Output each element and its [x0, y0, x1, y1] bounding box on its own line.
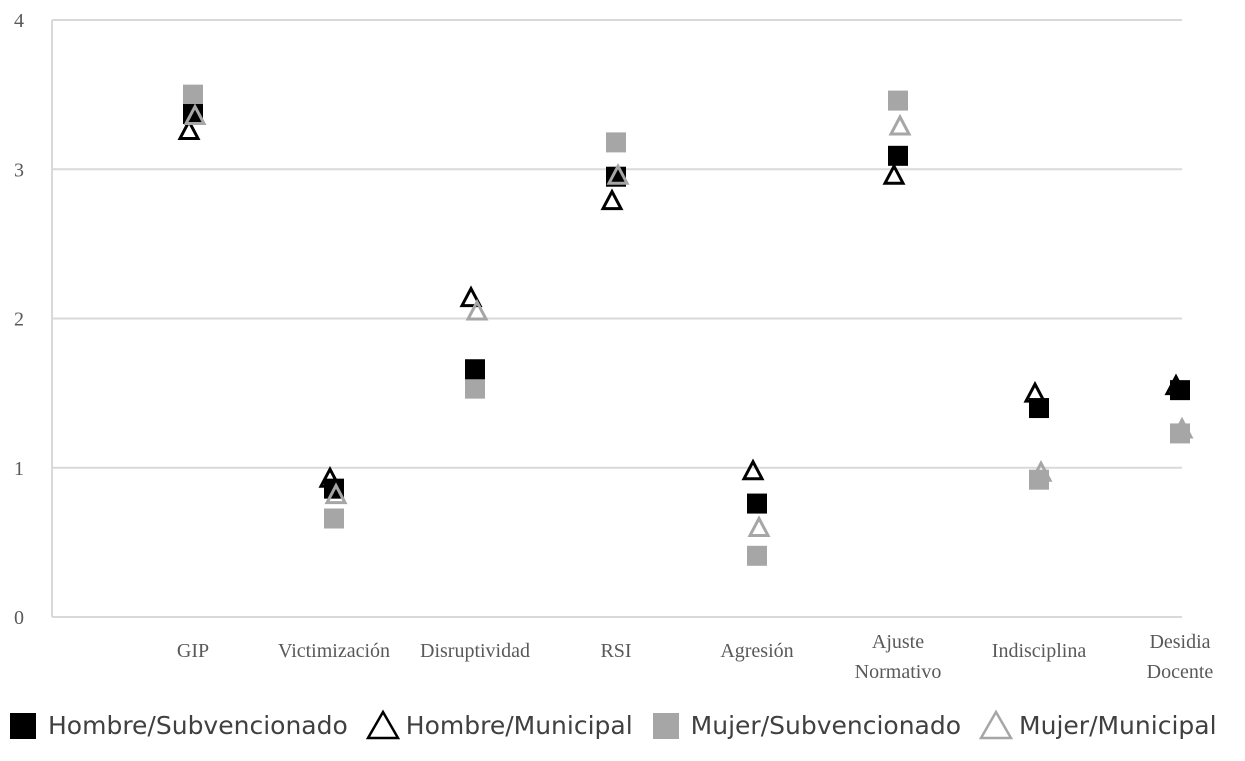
data-point-triangle [1023, 380, 1047, 403]
legend-label: Mujer/Subvencionado [690, 710, 962, 740]
x-category-label: Victimización [278, 640, 390, 662]
data-point-square [324, 508, 344, 529]
x-category-label: Ajuste Normativo [855, 631, 942, 683]
x-category-label: Desidia Docente [1147, 631, 1214, 683]
legend: Hombre/Subvencionado Hombre/Municipal Muje… [8, 700, 1235, 750]
x-category-label: Agresión [720, 640, 793, 662]
legend-square-marker [10, 713, 36, 739]
x-category-label: Indisciplina [992, 640, 1087, 662]
data-point-square [747, 493, 767, 514]
y-axis-ticks: 0 1 2 3 4 [14, 10, 24, 629]
data-point-triangle [888, 113, 912, 136]
legend-triangle-marker [365, 709, 400, 740]
data-point-triangle [324, 482, 348, 505]
data-point-triangle [882, 163, 906, 185]
data-point-triangle [747, 515, 771, 537]
data-point-square [465, 359, 485, 380]
data-point-square [888, 90, 908, 111]
data-point-triangle [183, 103, 207, 126]
y-tick-label: 0 [14, 607, 24, 629]
gridlines [51, 19, 1182, 618]
scatter-chart: 0 1 2 3 4 GIP Victimización Disruptividad RSI Ag… [14, 10, 1214, 683]
data-point-square [747, 545, 767, 566]
data-point-square [465, 378, 485, 399]
data-point-square [888, 145, 908, 166]
data-point-square [183, 84, 203, 105]
data-point-triangle [177, 118, 201, 140]
legend-item: Mujer/Municipal [979, 708, 1217, 742]
legend-item: Hombre/Subvencionado [8, 708, 348, 742]
data-point-square [1029, 398, 1049, 419]
data-points [177, 84, 1194, 566]
legend-label: Mujer/Municipal [1019, 710, 1217, 740]
data-point-triangle [1029, 460, 1053, 482]
data-point-triangle [606, 163, 630, 185]
data-point-triangle [459, 285, 483, 308]
y-tick-label: 2 [14, 309, 24, 331]
legend-label: Hombre/Subvencionado [48, 710, 348, 740]
data-point-triangle [741, 458, 765, 481]
legend-item: Hombre/Municipal [365, 708, 633, 742]
x-category-label: Disruptividad [420, 640, 530, 662]
x-category-label: RSI [600, 640, 631, 662]
y-tick-label: 3 [14, 159, 24, 181]
data-point-square [606, 132, 626, 153]
x-axis-categories: GIP Victimización Disruptividad RSI Agresión… [177, 631, 1214, 683]
y-tick-label: 1 [14, 458, 24, 480]
legend-square-marker [652, 713, 679, 739]
data-point-triangle [318, 465, 342, 488]
y-tick-label: 4 [14, 10, 24, 32]
data-point-triangle [1164, 373, 1188, 396]
data-point-triangle [600, 188, 624, 211]
legend-item: Mujer/Subvencionado [651, 708, 961, 742]
data-point-triangle [465, 298, 489, 321]
legend-label: Hombre/Municipal [405, 710, 633, 740]
data-point-triangle [1170, 416, 1194, 439]
x-category-label: GIP [177, 640, 209, 662]
legend-triangle-marker [979, 709, 1014, 740]
